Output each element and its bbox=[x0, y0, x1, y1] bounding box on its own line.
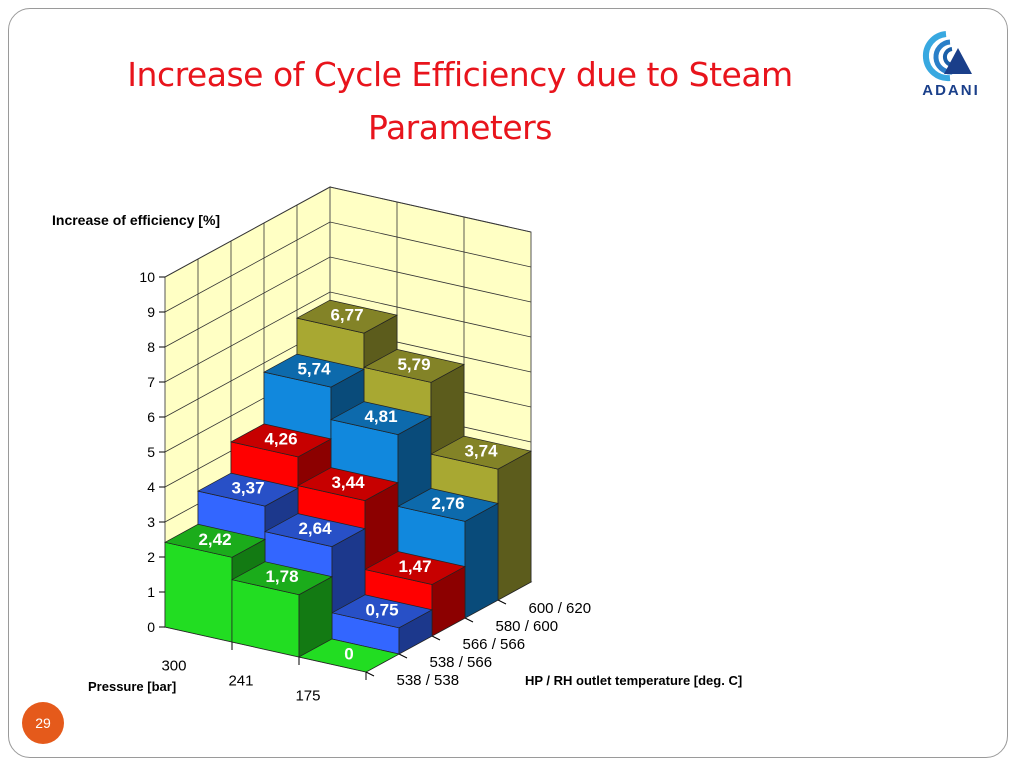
temperature-tick-label: 566 / 566 bbox=[463, 636, 526, 653]
y-tick-label: 9 bbox=[147, 304, 155, 320]
logo-text: ADANI bbox=[922, 82, 980, 99]
bar-top bbox=[230, 423, 332, 458]
data-label: 3,37 bbox=[231, 479, 264, 498]
temperature-tick-label: 600 / 620 bbox=[529, 600, 592, 617]
pressure-tick-label: 300 bbox=[161, 658, 186, 675]
data-label: 4,26 bbox=[264, 429, 297, 448]
bar-top bbox=[231, 561, 333, 596]
data-label: 3,44 bbox=[331, 473, 365, 492]
y-tick-label: 6 bbox=[147, 409, 155, 425]
adani-logo-icon bbox=[922, 31, 972, 82]
title-line-2: Parameters bbox=[368, 108, 552, 147]
temperature-tick-label: 538 / 538 bbox=[397, 672, 460, 689]
bar-top bbox=[297, 467, 399, 501]
bar-top bbox=[263, 353, 365, 388]
bar-top bbox=[197, 472, 299, 507]
bar-top bbox=[397, 488, 499, 522]
bar-top bbox=[364, 551, 466, 585]
y-tick-label: 4 bbox=[147, 479, 155, 495]
temperature-tick-mark bbox=[365, 671, 375, 677]
bar-top bbox=[330, 401, 432, 435]
data-label: 0,75 bbox=[365, 600, 398, 619]
bar-top bbox=[331, 594, 433, 629]
bar-top bbox=[164, 523, 266, 558]
bar-side bbox=[497, 450, 532, 601]
temperature-tick-mark bbox=[398, 653, 408, 659]
data-label: 5,74 bbox=[297, 360, 331, 379]
page-number: 29 bbox=[22, 702, 64, 744]
slide-title: Increase of Cycle Efficiency due to Stea… bbox=[40, 48, 880, 154]
data-label: 3,74 bbox=[464, 442, 498, 461]
pressure-tick-label: 241 bbox=[228, 673, 253, 690]
data-label: 2,64 bbox=[298, 519, 332, 538]
y-tick-label: 2 bbox=[147, 549, 155, 565]
data-label: 2,76 bbox=[431, 494, 464, 513]
y-tick-label: 7 bbox=[147, 374, 155, 390]
y-tick-label: 8 bbox=[147, 339, 155, 355]
y-tick-label: 5 bbox=[147, 444, 155, 460]
bar-top bbox=[298, 638, 400, 673]
temperature-tick-label: 580 / 600 bbox=[496, 618, 559, 635]
data-label: 1,78 bbox=[265, 567, 298, 586]
data-label: 4,81 bbox=[364, 407, 397, 426]
temperature-tick-mark bbox=[431, 635, 441, 641]
data-label: 5,79 bbox=[397, 355, 430, 374]
data-label: 2,42 bbox=[198, 530, 231, 549]
data-label: 0 bbox=[344, 645, 353, 664]
pressure-axis-label: Pressure [bar] bbox=[88, 679, 177, 694]
bar-front bbox=[164, 541, 233, 643]
title-line-1: Increase of Cycle Efficiency due to Stea… bbox=[127, 55, 793, 94]
y-tick-label: 10 bbox=[139, 269, 155, 285]
y-tick-label: 0 bbox=[147, 619, 155, 635]
y-axis-label: Increase of efficiency [%] bbox=[52, 212, 221, 228]
y-tick-label: 1 bbox=[147, 584, 155, 600]
data-label: 1,47 bbox=[398, 557, 431, 576]
temperature-tick-mark bbox=[497, 599, 507, 605]
bar-top bbox=[296, 299, 398, 334]
bar-top bbox=[430, 435, 532, 470]
data-label: 6,77 bbox=[330, 306, 363, 325]
temperature-axis-label: HP / RH outlet temperature [deg. C] bbox=[525, 673, 743, 688]
temperature-tick-mark bbox=[464, 617, 474, 623]
pressure-tick-label: 175 bbox=[295, 688, 320, 705]
bar-top bbox=[264, 513, 366, 547]
bar-side bbox=[464, 502, 499, 619]
y-tick-label: 3 bbox=[147, 514, 155, 530]
temperature-tick-label: 538 / 566 bbox=[430, 654, 493, 671]
bar-top bbox=[363, 349, 465, 383]
